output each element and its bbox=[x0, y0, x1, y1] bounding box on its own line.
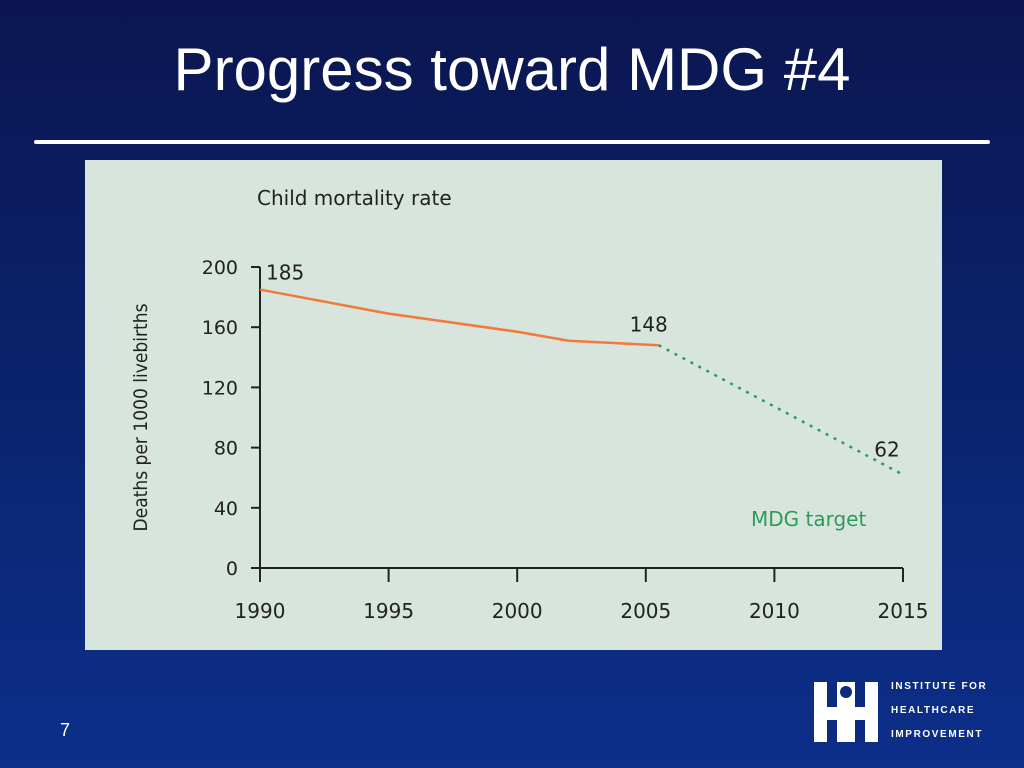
slide-title: Progress toward MDG #4 bbox=[173, 36, 851, 103]
x-tick-label: 2015 bbox=[878, 599, 929, 623]
y-axis-label-group: Deaths per 1000 livebirths bbox=[130, 303, 152, 531]
mdg-target-line bbox=[658, 344, 904, 476]
ihi-logo-text: INSTITUTE FOR HEALTHCARE IMPROVEMENT bbox=[891, 680, 1007, 752]
annotation-layer: 185 148 62 bbox=[266, 261, 900, 462]
y-tick-label: 0 bbox=[226, 558, 238, 580]
x-tick-label: 2000 bbox=[492, 599, 543, 623]
page-number: 7 bbox=[60, 720, 71, 740]
mdg-target-label: MDG target bbox=[751, 507, 866, 531]
logo-line-1: INSTITUTE FOR bbox=[891, 681, 988, 692]
data-label: 185 bbox=[266, 261, 304, 285]
title-divider bbox=[34, 140, 990, 144]
logo-line-3: IMPROVEMENT bbox=[891, 729, 984, 740]
observed-mortality-line bbox=[259, 288, 659, 347]
y-tick-label: 160 bbox=[202, 317, 238, 339]
logo-line-2: HEALTHCARE bbox=[891, 705, 976, 716]
y-tick-label: 80 bbox=[214, 438, 238, 460]
y-ticks: 0 40 80 120 160 200 bbox=[202, 257, 260, 580]
ihi-logo: INSTITUTE FOR HEALTHCARE IMPROVEMENT bbox=[814, 680, 1004, 744]
x-tick-label: 2005 bbox=[620, 599, 671, 623]
ihi-logo-mark bbox=[814, 682, 878, 742]
child-mortality-chart: Child mortality rate Deaths per 1000 liv… bbox=[130, 186, 929, 623]
data-label: 148 bbox=[630, 312, 668, 336]
x-tick-label: 1995 bbox=[363, 599, 414, 623]
chart-title: Child mortality rate bbox=[257, 186, 452, 210]
series-layer: MDG target bbox=[259, 288, 904, 531]
y-axis-label: Deaths per 1000 livebirths bbox=[130, 303, 152, 531]
data-label: 62 bbox=[874, 438, 899, 462]
chart-panel: Child mortality rate Deaths per 1000 liv… bbox=[85, 160, 942, 650]
y-tick-label: 200 bbox=[202, 257, 238, 279]
x-tick-label: 1990 bbox=[235, 599, 286, 623]
y-tick-label: 40 bbox=[214, 498, 238, 520]
x-ticks: 1990 1995 2000 2005 2010 2015 bbox=[235, 568, 929, 623]
y-tick-label: 120 bbox=[202, 377, 238, 399]
x-tick-label: 2010 bbox=[749, 599, 800, 623]
